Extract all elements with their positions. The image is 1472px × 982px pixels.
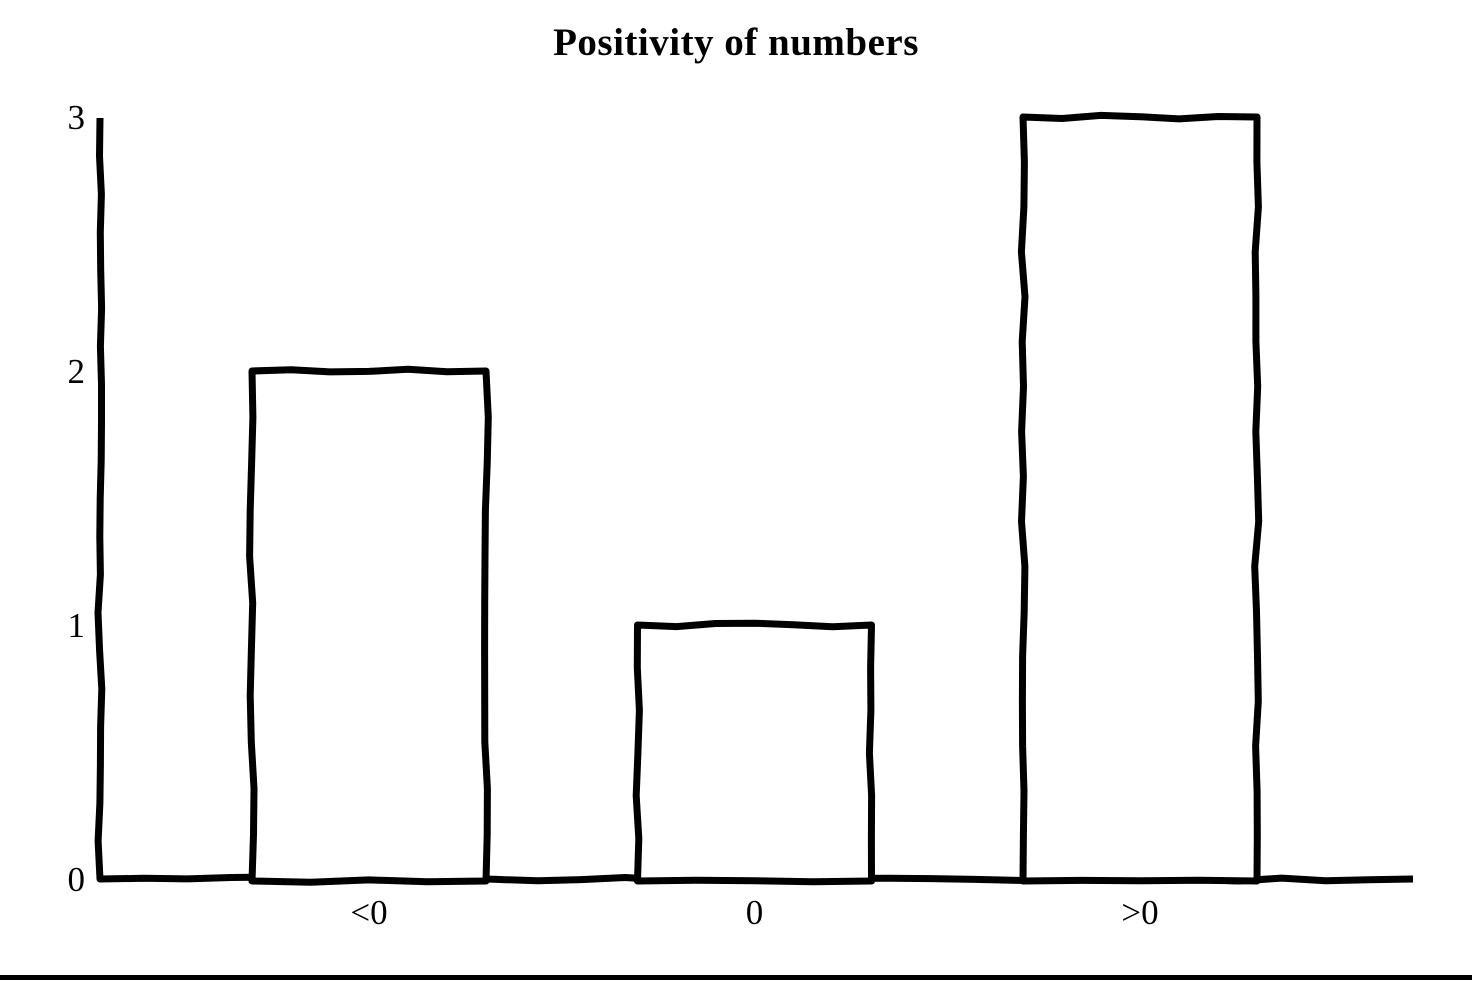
bar-2 <box>1017 111 1263 885</box>
bottom-divider-line <box>0 975 1472 980</box>
x-tick-label: >0 <box>1121 893 1158 932</box>
y-tick-label: 1 <box>68 606 86 645</box>
y-tick-label: 3 <box>68 98 86 137</box>
x-tick-label: 0 <box>746 893 764 932</box>
bar-0 <box>246 365 492 886</box>
x-tick-label: <0 <box>350 893 387 932</box>
y-tick-label: 0 <box>68 860 86 899</box>
chart-title: Positivity of numbers <box>553 21 919 64</box>
bar-1 <box>632 619 876 886</box>
y-tick-label: 2 <box>68 352 86 391</box>
